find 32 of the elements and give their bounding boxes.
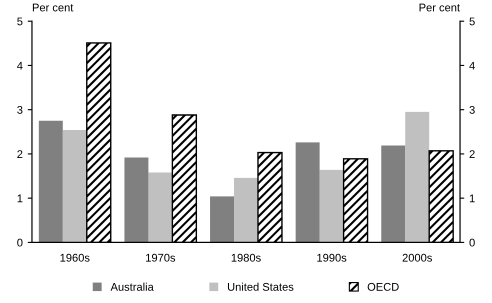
y-tick-label: 2 — [17, 150, 22, 158]
y2-axis-title: Per cent — [420, 4, 460, 12]
x-tick-label: 2000s — [402, 254, 432, 262]
y2-tick-label: 1 — [470, 194, 475, 202]
y-axis-title: Per cent — [32, 4, 74, 12]
bar — [296, 142, 320, 242]
legend-label: United States — [228, 282, 294, 291]
bar — [405, 112, 430, 242]
bar — [38, 120, 63, 242]
y-tick-label: 4 — [17, 62, 23, 70]
bar — [234, 178, 258, 242]
legend-label: OECD — [368, 282, 399, 291]
y2-tick-label: 5 — [469, 18, 475, 26]
legend-label: Australia — [110, 282, 154, 291]
y2-tick-label: 0 — [469, 238, 475, 247]
bar — [148, 172, 172, 242]
x-tick-label: 1980s — [232, 254, 261, 262]
y-tick-label: 3 — [17, 106, 22, 114]
y-tick-label: 1 — [18, 194, 22, 202]
bar — [210, 196, 234, 242]
y2-tick-label: 4 — [469, 62, 475, 70]
bar — [62, 130, 87, 242]
y2-tick-label: 3 — [469, 106, 475, 114]
y-tick-label: 0 — [17, 238, 23, 247]
x-tick-label: 1970s — [146, 254, 176, 262]
bar — [381, 146, 406, 242]
bar — [320, 170, 344, 242]
bar — [124, 157, 148, 242]
x-tick-label: 1960s — [60, 254, 90, 262]
y2-tick-label: 2 — [470, 150, 475, 158]
y-tick-label: 5 — [17, 18, 22, 26]
x-tick-label: 1990s — [317, 254, 346, 262]
